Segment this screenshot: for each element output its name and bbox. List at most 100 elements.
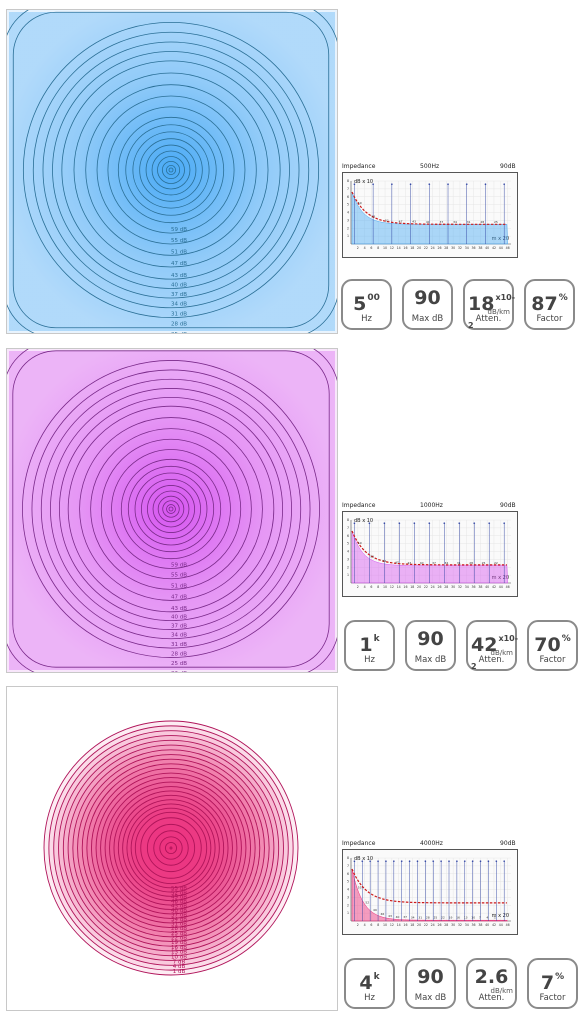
contour-ring-43db	[61, 60, 281, 280]
contour-ring-87db	[166, 504, 176, 514]
spike-marker	[484, 183, 487, 185]
spike-marker	[503, 860, 505, 862]
tile-exponent: %	[561, 634, 571, 644]
impedance-chart-1000hz: Impedance 1000Hz 90dB 2 4 6 8 10 12 14 16 18 20 22…	[342, 502, 518, 597]
x-tick-label: 12	[390, 585, 394, 589]
impedance-chart-4000hz: Impedance 4000Hz 90dB 2 4 6 8 10 12 14 16 18 20 22…	[342, 840, 518, 935]
contour-ring-31db	[91, 768, 251, 928]
y-tick-label: 4	[347, 888, 349, 892]
tile-label: Factor	[539, 655, 566, 665]
ring-label: 31 dB	[171, 312, 187, 318]
x-tick-label: 12	[390, 246, 394, 250]
tile-label: Atten.	[478, 655, 505, 665]
tile-value: 7	[540, 972, 555, 994]
point-label: 43	[412, 220, 416, 224]
ring-label: 25 dB	[171, 661, 187, 667]
contour-ring-59db	[107, 106, 235, 234]
x-tick-label: 6	[370, 246, 372, 250]
spike-marker	[353, 183, 356, 185]
tile-frequency: 4k Hz	[344, 958, 395, 1009]
tile-attenuation: 2.6 dB/km Atten.	[466, 958, 517, 1009]
spike-marker	[495, 860, 498, 862]
spike-marker	[487, 860, 490, 862]
tile-max-db: 90 Max dB	[402, 279, 453, 330]
tile-label: Hz	[364, 655, 375, 665]
spike-marker	[428, 183, 431, 185]
x-tick-label: 42	[492, 923, 496, 927]
tile-value: 18	[468, 293, 495, 315]
y-tick-label: 2	[347, 903, 349, 907]
impedance-title: Impedance	[342, 502, 376, 509]
tile-label: Factor	[536, 314, 563, 324]
ring-label: 28 dB	[171, 652, 187, 658]
ring-label: 47 dB	[171, 594, 187, 600]
spike-marker	[428, 522, 431, 524]
x-tick-label: 14	[397, 246, 401, 250]
contour-ring-69db	[132, 131, 210, 209]
tile-unit: dB/km	[490, 987, 513, 995]
contour-ring-84db	[162, 500, 180, 518]
x-tick-label: 2	[357, 246, 359, 250]
spike-marker	[488, 522, 491, 524]
ring-label: 55 dB	[171, 573, 187, 579]
tile-factor: 7% Factor	[527, 958, 578, 1009]
ring-label: 16 dB	[171, 945, 187, 951]
point-label: 59	[358, 201, 362, 205]
spike-marker	[413, 522, 416, 524]
y-tick-label: 4	[347, 550, 349, 554]
tile-exponent: x10-2	[468, 293, 516, 330]
x-tick-label: 16	[403, 585, 407, 589]
spike-marker	[409, 183, 412, 185]
point-label: 10	[471, 916, 475, 920]
contour-ring-66db	[125, 124, 217, 216]
tile-exponent: 00	[367, 293, 380, 303]
contour-ring-61db	[134, 811, 208, 885]
y-tick-label: 6	[347, 534, 349, 538]
contour-ring-47db	[73, 72, 269, 268]
contour-ring-40db	[104, 781, 238, 915]
spike-marker	[368, 522, 371, 524]
x-tick-label: 26	[437, 246, 441, 250]
x-tick-label: 22	[424, 923, 428, 927]
tile-unit: dB/km	[490, 649, 513, 657]
point-label: 28	[480, 220, 484, 224]
impedance-plot-500hz: 2 4 6 8 10 12 14 16 18 20 22 24 26 28 30 32 34 36 38 40 42 44…	[347, 179, 511, 250]
contour-ring-7db	[53, 730, 289, 966]
ring-label: 37 dB	[171, 912, 187, 918]
point-label: 40	[426, 220, 430, 224]
contour-ring-58db	[130, 807, 212, 889]
y-tick-label: 5	[347, 880, 349, 884]
spike-marker	[369, 860, 371, 862]
contour-ring-28db	[86, 763, 256, 933]
impedance-title: Impedance	[342, 163, 376, 170]
point-label: 34	[411, 915, 415, 919]
tile-max-db: 90 Max dB	[405, 958, 456, 1009]
contour-ring-81db	[157, 156, 185, 184]
x-tick-label: 40	[485, 923, 489, 927]
impedance-fill	[351, 868, 509, 922]
contour-map-500hz: 59 dB 55 dB 51 dB 47 dB 43 dB 40 dB 37 dB 34 dB…	[6, 9, 338, 334]
contour-ring-37db	[100, 777, 242, 919]
y-axis-label: dB x 10	[354, 518, 373, 524]
stat-tiles-500hz: 500 Hz 90 Max dB 18x10-2 dB/km Atten. 87…	[341, 279, 588, 333]
contour-ring-31db	[31, 369, 311, 649]
contour-ring-34db	[32, 31, 310, 309]
spike-marker	[372, 183, 374, 185]
ring-label: 10 dB	[171, 954, 187, 960]
point-label: 28	[469, 561, 473, 565]
contour-svg-500hz: 59 dB 55 dB 51 dB 47 dB 43 dB 40 dB 37 dB 34 dB…	[7, 10, 337, 333]
contour-map-1000hz: 59 dB 55 dB 51 dB 47 dB 43 dB 40 dB 37 dB 34 dB…	[6, 348, 338, 673]
y-axis-label: dB x 10	[354, 856, 373, 862]
x-tick-label: 2	[357, 585, 359, 589]
point-label: 55	[371, 214, 375, 218]
y-tick-label: 5	[347, 203, 349, 207]
ring-label: 28 dB	[171, 926, 187, 932]
tile-attenuation: 18x10-2 dB/km Atten.	[463, 279, 516, 330]
contour-ring-72db	[139, 138, 203, 202]
x-tick-label: 38	[478, 923, 482, 927]
spike-marker	[503, 183, 505, 185]
impedance-plot-1000hz: 2 4 6 8 10 12 14 16 18 20 22 24 26 28 30 32 34 36 38 40 42 44…	[347, 518, 511, 589]
contour-ring-75db	[145, 144, 197, 196]
impedance-title: Impedance	[342, 840, 376, 847]
ring-label: 43 dB	[171, 606, 187, 612]
